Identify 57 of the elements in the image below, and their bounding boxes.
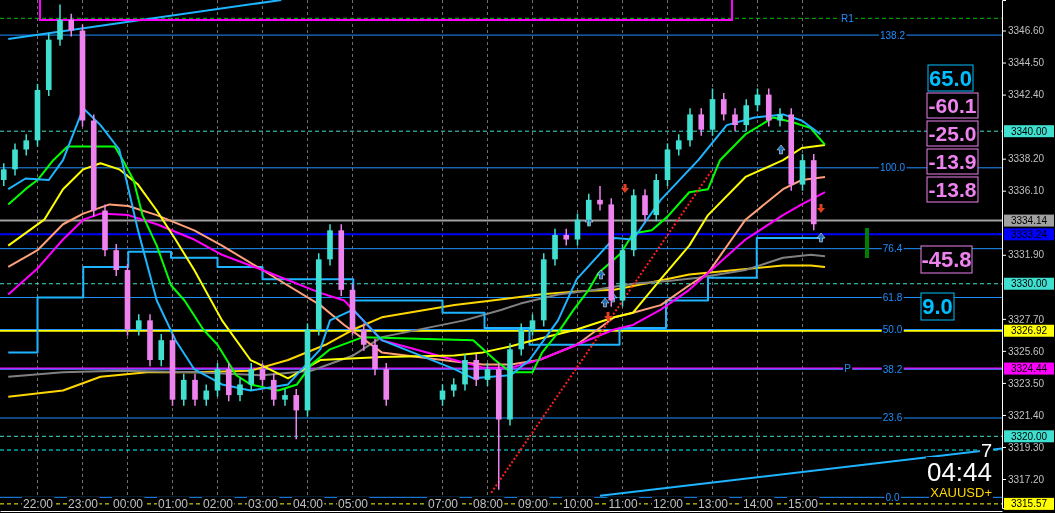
ref-line-label: 3340.00: [1010, 125, 1048, 137]
ref-line-label: 3330.00: [1010, 278, 1048, 290]
annotation: -25.0: [928, 122, 977, 146]
y-tick-label: 3321.40: [1008, 409, 1045, 421]
ref-line-label: 3333.24: [1010, 228, 1048, 240]
annotation: 04:44: [926, 457, 992, 487]
x-tick-label: 09:00: [517, 497, 549, 511]
y-tick-label: 3317.20: [1008, 473, 1045, 485]
x-tick-label: 08:00: [472, 497, 504, 511]
y-tick-label: 3346.60: [1008, 25, 1045, 37]
annotation: -60.1: [928, 94, 977, 118]
y-tick-label: 3338.20: [1008, 153, 1045, 165]
x-tick-label: 23:00: [67, 497, 99, 511]
annotation: 38.2: [882, 363, 903, 375]
x-tick-label: 02:00: [202, 497, 234, 511]
annotation: R1: [841, 12, 855, 24]
y-tick-label: 3323.50: [1008, 377, 1045, 389]
x-tick-label: 10:00: [562, 497, 594, 511]
ref-line-label: 3315.57: [1010, 498, 1048, 510]
x-tick-label: 12:00: [652, 497, 684, 511]
annotation: -45.8: [921, 247, 972, 273]
annotation: 138.2: [879, 29, 906, 41]
annotation: 61.8: [882, 291, 903, 303]
x-tick-label: 00:00: [112, 497, 144, 511]
annotation: 7: [980, 440, 992, 462]
ref-line-label: 3334.14: [1010, 215, 1048, 227]
annotation: -13.8: [928, 178, 977, 202]
y-tick-label: 3342.40: [1008, 89, 1045, 101]
x-tick-label: 03:00: [247, 497, 279, 511]
x-tick-label: 05:00: [337, 497, 369, 511]
annotation: 76.4: [882, 243, 903, 255]
x-tick-label: 15:00: [787, 497, 819, 511]
annotation: 100.0: [879, 162, 906, 174]
annotation: 0.0: [885, 491, 900, 503]
x-tick-label: 04:00: [292, 497, 324, 511]
annotation: -13.9: [928, 150, 977, 174]
ref-line-label: 3326.92: [1010, 325, 1048, 337]
x-tick-label: 11:00: [608, 497, 638, 511]
annotation: P: [844, 363, 852, 375]
x-tick-label: 22:00: [22, 497, 54, 511]
annotation: 23.6: [882, 412, 903, 424]
y-tick-label: 3327.70: [1008, 313, 1045, 325]
annotation: XAUUSD+: [930, 485, 992, 500]
y-tick-label: 3331.90: [1008, 249, 1045, 261]
x-tick-label: 13:00: [697, 497, 729, 511]
annotation: 65.0: [929, 65, 972, 91]
annotation: 9.0: [922, 294, 953, 320]
y-tick-label: 3325.60: [1008, 345, 1045, 357]
x-tick-label: 01:00: [157, 497, 189, 511]
ref-line-label: 3324.44: [1010, 363, 1048, 375]
y-tick-label: 3319.30: [1008, 441, 1045, 453]
ref-line-label: 3320.00: [1010, 430, 1048, 442]
x-tick-label: 14:00: [742, 497, 774, 511]
y-tick-label: 3336.10: [1008, 185, 1045, 197]
y-tick-label: 3344.50: [1008, 57, 1045, 69]
annotation: 50.0: [882, 324, 903, 336]
x-tick-label: 07:00: [427, 497, 459, 511]
